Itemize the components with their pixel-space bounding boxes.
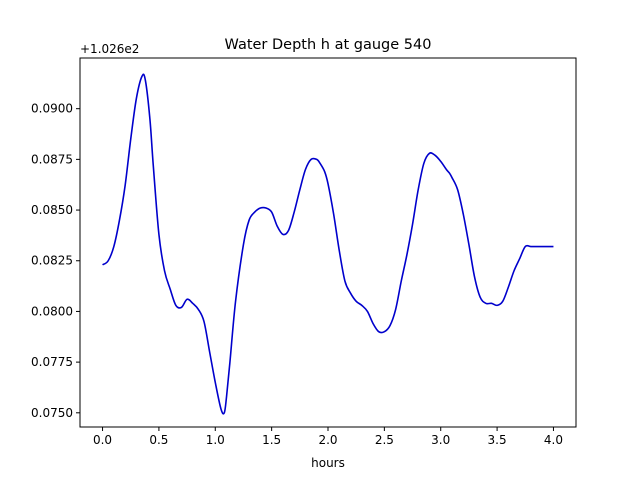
chart-title: Water Depth h at gauge 540 — [225, 37, 432, 53]
y-axis: 0.0750 0.0775 0.0800 0.0825 0.0850 0.0875 0.09… — [31, 102, 80, 420]
y-tick-label: 0.0800 — [31, 304, 73, 318]
x-tick-label: 1.0 — [206, 433, 225, 447]
plot-area — [102, 73, 554, 415]
x-tick-label: 2.0 — [318, 433, 337, 447]
x-tick-label: 4.0 — [544, 433, 563, 447]
water-depth-series-line — [102, 73, 554, 415]
x-tick-label: 1.5 — [262, 433, 281, 447]
y-tick-label: 0.0775 — [31, 355, 73, 369]
x-tick-label: 2.5 — [375, 433, 394, 447]
y-offset-label: +1.026e2 — [80, 42, 139, 56]
x-tick-label: 3.0 — [431, 433, 450, 447]
y-tick-label: 0.0875 — [31, 152, 73, 166]
x-tick-label: 0.5 — [149, 433, 168, 447]
x-axis: 0.0 0.5 1.0 1.5 2.0 2.5 3.0 3.5 4.0 — [93, 427, 563, 447]
x-tick-label: 0.0 — [93, 433, 112, 447]
x-tick-label: 3.5 — [488, 433, 507, 447]
y-tick-label: 0.0750 — [31, 406, 73, 420]
y-tick-label: 0.0850 — [31, 203, 73, 217]
y-tick-label: 0.0900 — [31, 102, 73, 116]
x-axis-label: hours — [311, 456, 345, 470]
y-tick-label: 0.0825 — [31, 254, 73, 268]
axes-frame — [79, 57, 577, 428]
